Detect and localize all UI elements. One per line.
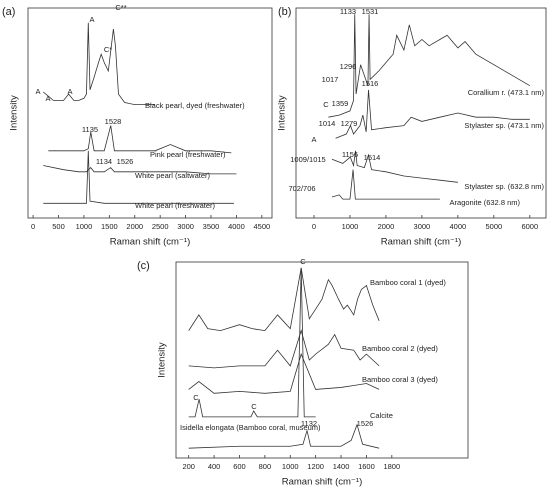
plot-frame: [295, 7, 547, 219]
series-label: Stylaster sp. (473.1 nm): [464, 121, 544, 130]
peak-annotation: 1516: [362, 79, 379, 88]
panel-label: (b): [278, 6, 291, 18]
peak-annotation: 1014: [319, 119, 336, 128]
peak-annotation: 1526: [357, 419, 374, 428]
spectrum: [42, 22, 156, 105]
spectrum: [43, 150, 234, 204]
peak-annotation: 1531: [362, 7, 379, 16]
series-label: Isidella elongata (Bamboo coral, museum): [180, 423, 321, 432]
x-tick-label: 2500: [152, 222, 169, 231]
x-tick-label: 1000: [282, 462, 299, 471]
series-label: Bamboo coral 3 (dyed): [362, 375, 438, 384]
x-tick-label: 3000: [177, 222, 194, 231]
series-label: White pearl (saltwater): [135, 171, 211, 180]
x-tick-label: 4500: [253, 222, 270, 231]
x-tick-label: 5000: [485, 222, 502, 231]
peak-annotation: C: [251, 402, 257, 411]
series-label: Aragonite (632.8 nm): [450, 198, 521, 207]
peak-annotation: 1134: [96, 157, 112, 166]
peak-annotation: 1528: [105, 117, 122, 126]
series-label: Calcite: [370, 411, 393, 420]
x-axis-title: Raman shift (cm⁻¹): [110, 237, 191, 248]
spectrum: [188, 423, 380, 449]
plot-frame: [175, 261, 469, 459]
x-tick-label: 1800: [383, 462, 400, 471]
x-tick-label: 3500: [203, 222, 220, 231]
peak-annotation: 1296: [340, 62, 357, 71]
peak-annotation: C*: [104, 45, 112, 54]
peak-annotation: C**: [115, 3, 126, 12]
peak-annotation: A: [45, 94, 50, 103]
x-tick-label: 200: [182, 462, 195, 471]
peak-annotation: 1526: [117, 157, 134, 166]
series-label: Bamboo coral 2 (dyed): [362, 344, 438, 353]
peak-annotation: A: [35, 87, 40, 96]
y-axis-title: Intensity: [277, 95, 288, 131]
spectrum: [331, 150, 458, 183]
peak-annotation: 702/706: [288, 184, 315, 193]
x-tick-label: 6000: [521, 222, 538, 231]
peak-annotation: A: [311, 135, 316, 144]
series-label: Stylaster sp. (632.8 nm): [464, 182, 544, 191]
series-label: White pearl (freshwater): [135, 201, 216, 210]
peak-annotation: 1017: [322, 75, 339, 84]
y-axis-title: Intensity: [157, 342, 168, 378]
spectrum: [328, 14, 531, 118]
panel-label: (c): [137, 260, 150, 272]
x-tick-label: 1500: [101, 222, 118, 231]
x-tick-label: 3000: [414, 222, 431, 231]
x-tick-label: 2000: [126, 222, 143, 231]
x-tick-label: 600: [233, 462, 246, 471]
x-tick-label: 4000: [450, 222, 467, 231]
peak-annotation: 1279: [341, 119, 358, 128]
spectrum: [48, 125, 232, 154]
peak-annotation: A: [89, 15, 94, 24]
x-tick-label: 1400: [333, 462, 350, 471]
series-label: Corallium r. (473.1 nm): [468, 88, 545, 97]
x-tick-label: 1000: [342, 222, 359, 231]
x-tick-label: 0: [312, 222, 316, 231]
peak-annotation: C: [323, 100, 329, 109]
peak-annotation: 1132: [301, 419, 317, 428]
peak-annotation: A: [67, 87, 72, 96]
x-tick-label: 0: [31, 222, 35, 231]
x-tick-label: 500: [52, 222, 65, 231]
x-tick-label: 4000: [228, 222, 245, 231]
peak-annotation: 1514: [364, 153, 381, 162]
series-label: Bamboo coral 1 (dyed): [370, 278, 446, 287]
spectrum: [331, 169, 440, 200]
peak-annotation: 1009/1015: [290, 155, 325, 164]
peak-annotation: 1156: [342, 150, 358, 159]
x-tick-label: 1000: [76, 222, 93, 231]
spectrum: [188, 267, 380, 332]
peak-annotation: 1133: [340, 7, 356, 16]
spectrum: [188, 329, 380, 369]
spectrum: [188, 267, 316, 418]
plot-frame: [27, 7, 273, 219]
x-tick-label: 400: [208, 462, 221, 471]
series-label: Pink pearl (freshwater): [150, 150, 226, 159]
peak-annotation: 1359: [332, 99, 349, 108]
x-axis-title: Raman shift (cm⁻¹): [282, 477, 363, 488]
series-label: Black pearl, dyed (freshwater): [145, 101, 245, 110]
y-axis-title: Intensity: [9, 95, 20, 131]
spectrum: [43, 165, 237, 175]
x-tick-label: 2000: [378, 222, 395, 231]
spectrum: [335, 89, 530, 139]
peak-annotation: C: [300, 257, 306, 266]
x-axis-title: Raman shift (cm⁻¹): [381, 237, 462, 248]
x-tick-label: 800: [259, 462, 272, 471]
x-tick-label: 1600: [358, 462, 375, 471]
spectrum: [188, 352, 380, 394]
x-tick-label: 1200: [307, 462, 324, 471]
peak-annotation: C: [193, 393, 199, 402]
panel-label: (a): [2, 6, 15, 18]
peak-annotation: 1135: [82, 125, 98, 134]
